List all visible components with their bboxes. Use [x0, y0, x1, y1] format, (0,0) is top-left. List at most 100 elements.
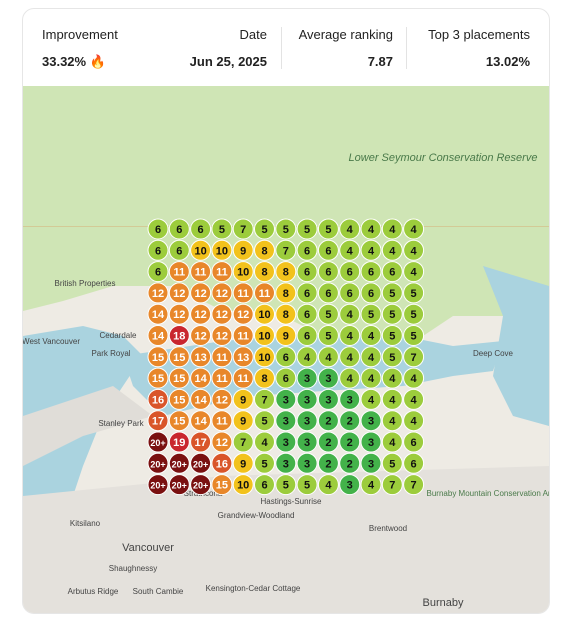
- rank-value: 6: [198, 224, 204, 236]
- rank-value: 9: [240, 394, 246, 406]
- rank-marker: [190, 431, 212, 453]
- rank-marker: [403, 282, 425, 304]
- rank-value: 8: [283, 288, 289, 300]
- rank-value: 5: [411, 288, 417, 300]
- rank-marker: [360, 474, 382, 496]
- map-label: British Properties: [55, 279, 116, 288]
- rank-marker: [403, 261, 425, 283]
- rank-value: 20+: [172, 459, 187, 469]
- rank-value: 11: [237, 331, 249, 343]
- rank-marker: [360, 431, 382, 453]
- rank-marker: [147, 367, 169, 389]
- rank-marker: [147, 261, 169, 283]
- rank-marker: [403, 346, 425, 368]
- rank-value: 6: [176, 224, 182, 236]
- rank-value: 10: [216, 245, 228, 257]
- rank-marker: [275, 346, 297, 368]
- rank-value: 3: [283, 394, 289, 406]
- stat: Improvement 33.32% 🔥: [42, 27, 118, 70]
- rank-value: 3: [304, 394, 310, 406]
- stat-value-text: 33.32%: [42, 54, 87, 69]
- rank-marker: [254, 474, 275, 496]
- rank-marker: [296, 452, 318, 474]
- stat-label: Top 3 placements: [428, 27, 530, 42]
- rank-value: 16: [216, 458, 228, 470]
- rank-value: 5: [325, 224, 331, 236]
- rank-marker: [190, 388, 212, 410]
- rank-marker: [317, 431, 339, 453]
- rank-marker: [317, 410, 339, 432]
- rank-value: 4: [368, 245, 375, 257]
- rank-value: 4: [411, 267, 418, 279]
- map-label: West Vancouver: [23, 337, 80, 346]
- rank-value: 4: [347, 331, 354, 343]
- rank-value: 4: [411, 245, 418, 257]
- rank-value: 12: [237, 309, 249, 321]
- map-label: Kitsilano: [70, 519, 101, 528]
- rank-marker: [403, 218, 425, 240]
- rank-marker: [168, 367, 190, 389]
- rank-marker: [275, 431, 297, 453]
- map-label: Vancouver: [122, 542, 174, 554]
- rank-value: 8: [283, 267, 289, 279]
- rank-value: 2: [347, 458, 353, 470]
- map-label: Cedardale: [100, 331, 137, 340]
- rank-value: 10: [258, 309, 270, 321]
- rank-value: 20+: [193, 481, 208, 491]
- rank-marker: [339, 218, 361, 240]
- rank-marker: [211, 282, 233, 304]
- rank-marker: [339, 239, 361, 261]
- rank-marker: [381, 410, 403, 432]
- rank-marker: [317, 325, 339, 346]
- rank-marker: [381, 261, 403, 283]
- rank-value: 3: [347, 394, 353, 406]
- rank-marker: [168, 261, 190, 283]
- rank-marker: [232, 431, 254, 453]
- rank-marker: [254, 303, 275, 325]
- rank-marker: [296, 346, 318, 368]
- rank-marker: [168, 452, 190, 474]
- rank-marker: [339, 431, 361, 453]
- rank-marker: [296, 431, 318, 453]
- rank-value: 6: [368, 288, 374, 300]
- rank-marker: [168, 239, 190, 261]
- rank-marker: [360, 282, 382, 304]
- rank-value: 11: [173, 267, 185, 279]
- rank-marker: [403, 410, 425, 432]
- rank-value: 7: [411, 480, 417, 492]
- rank-value: 12: [152, 288, 164, 300]
- rank-value: 12: [173, 309, 185, 321]
- rank-value: 3: [283, 458, 289, 470]
- rank-value: 9: [283, 331, 289, 343]
- rank-marker: [381, 218, 403, 240]
- rank-value: 18: [173, 331, 185, 343]
- rank-value: 6: [411, 458, 417, 470]
- rank-value: 5: [325, 331, 331, 343]
- city: [23, 386, 153, 466]
- map-label: South Cambie: [133, 587, 184, 596]
- rank-value: 3: [304, 437, 310, 449]
- stat-value: Jun 25, 2025: [189, 54, 267, 69]
- rank-marker: [254, 325, 275, 346]
- rank-marker: [211, 410, 233, 432]
- rank-value: 5: [389, 352, 395, 364]
- rank-value: 6: [304, 309, 310, 321]
- rank-marker: [232, 261, 254, 283]
- rank-marker: [168, 282, 190, 304]
- rank-value: 15: [216, 480, 228, 492]
- rank-value: 9: [240, 416, 246, 428]
- rank-marker: [147, 431, 169, 453]
- rank-value: 20+: [172, 481, 187, 491]
- rank-marker: [168, 218, 190, 240]
- rank-marker: [360, 325, 382, 346]
- rank-marker: [211, 388, 233, 410]
- map-label: Stanley Park: [98, 419, 144, 428]
- stat-label: Date: [239, 27, 267, 42]
- rank-marker: [190, 239, 212, 261]
- rank-value: 3: [325, 373, 331, 385]
- rank-value: 6: [347, 267, 353, 279]
- rank-marker: [296, 282, 318, 304]
- rank-marker: [403, 367, 425, 389]
- rank-value: 14: [194, 416, 207, 428]
